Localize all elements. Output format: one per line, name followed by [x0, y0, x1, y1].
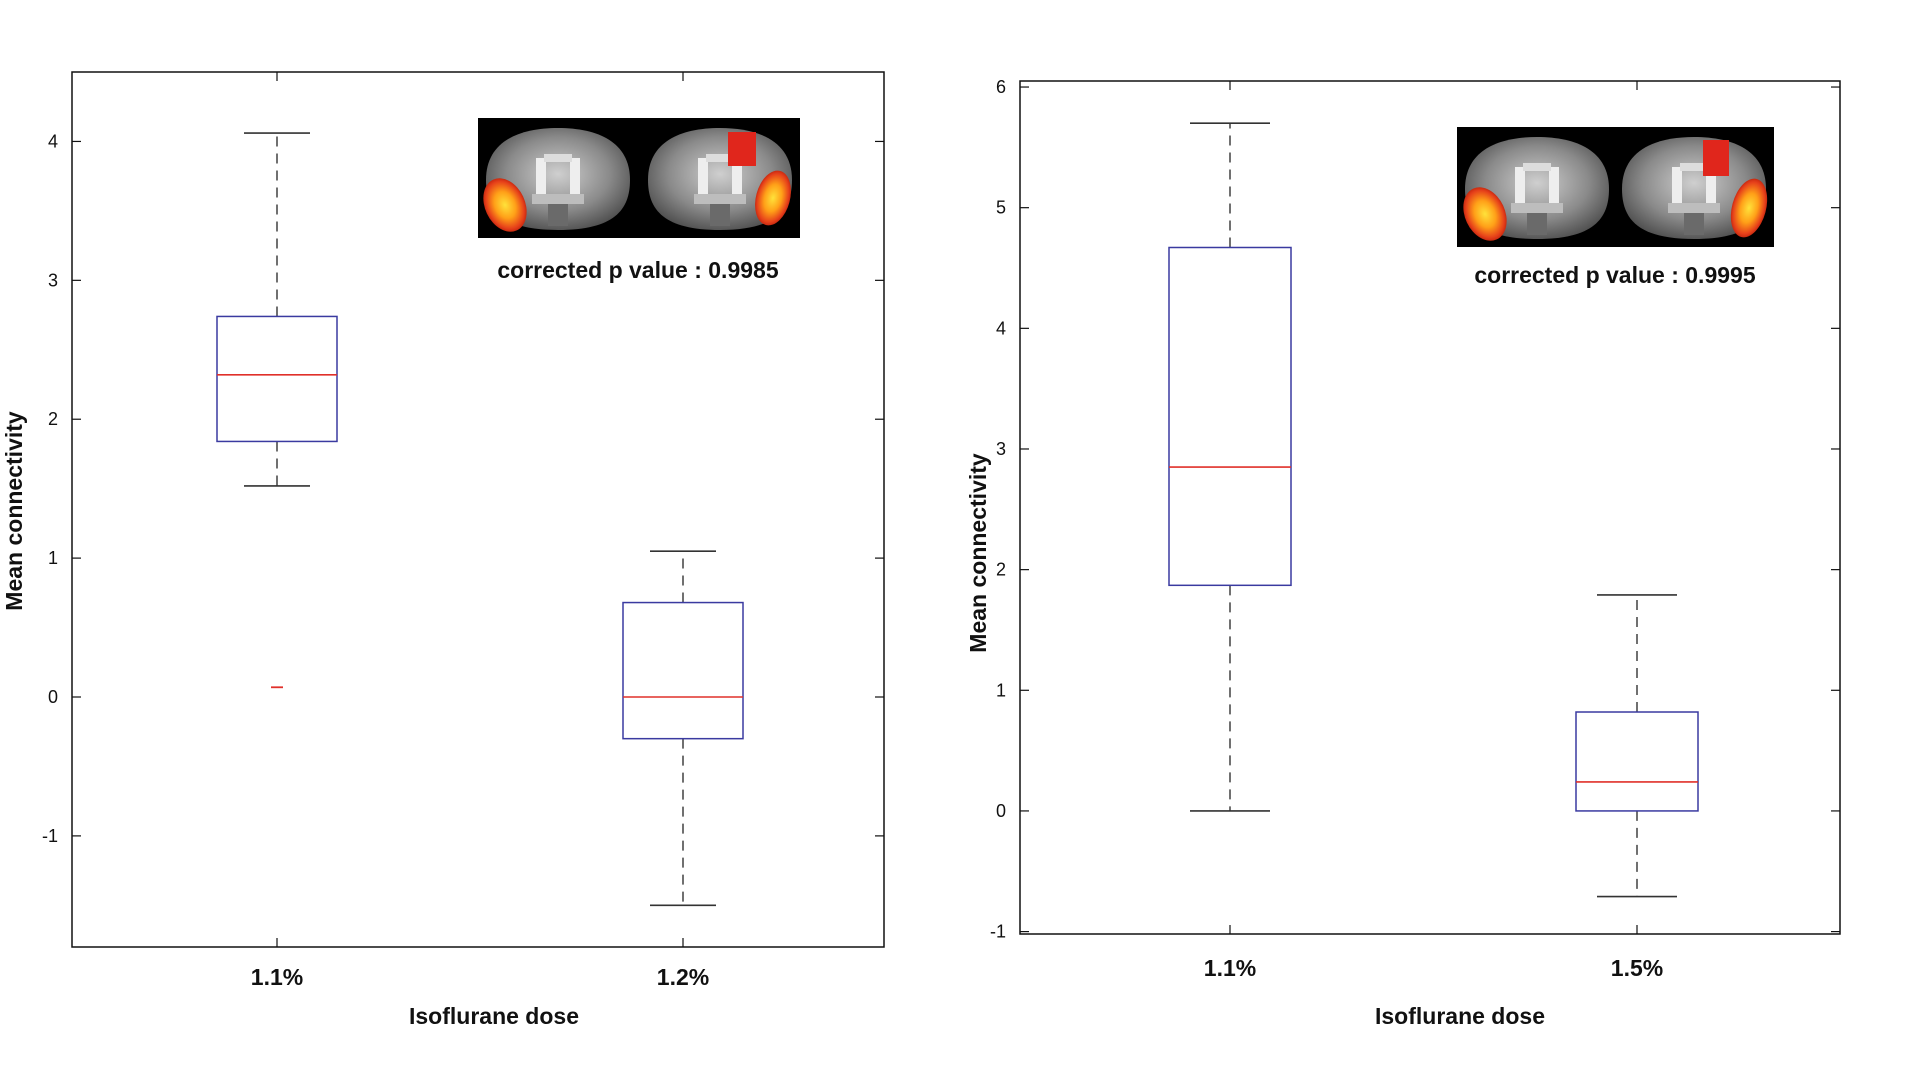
chart-panel-2: corrected p value : 0.9995 -1 0 1 2 3 4 5 6 1.1… [965, 77, 1841, 1029]
plot-frame [71, 71, 885, 948]
y-tick-label: 0 [996, 801, 1006, 821]
y-tick-label: 4 [996, 318, 1006, 338]
activation-blob-icon [483, 178, 527, 232]
seed-region-icon [728, 132, 756, 166]
iqr-box [1168, 246, 1292, 587]
x-axis-title: Isoflurane dose [409, 1003, 579, 1029]
x-axis-title: Isoflurane dose [1375, 1003, 1545, 1029]
x-tick-label: 1.1% [1204, 955, 1256, 981]
y-axis-title: Mean connectivity [1, 411, 27, 611]
p-value-annotation: corrected p value : 0.9995 [1474, 262, 1755, 288]
activation-blob-icon [1730, 178, 1768, 238]
y-tick-label: 2 [996, 560, 1006, 580]
y-tick-label: 0 [48, 687, 58, 707]
y-tick-label: 5 [996, 198, 1006, 218]
box-group [216, 132, 338, 689]
activation-blob-icon [1463, 187, 1507, 241]
y-tick-label: 3 [48, 270, 58, 290]
x-tick-label: 1.1% [251, 964, 303, 990]
y-tick-label: -1 [42, 826, 58, 846]
iqr-box [216, 315, 338, 443]
y-tick-label: 1 [996, 680, 1006, 700]
box-group [1575, 594, 1699, 898]
x-tick-label: 1.2% [657, 964, 709, 990]
iqr-box [1575, 711, 1699, 812]
activation-blob-icon [755, 170, 791, 226]
x-tick-label: 1.5% [1611, 955, 1663, 981]
y-tick-label: -1 [990, 922, 1006, 942]
box-group [1168, 122, 1292, 812]
y-tick-label: 6 [996, 77, 1006, 97]
y-tick-label: 2 [48, 409, 58, 429]
box-group [622, 550, 744, 907]
p-value-annotation: corrected p value : 0.9985 [497, 257, 778, 283]
inset-brain-images-2 [1457, 127, 1774, 247]
y-axis-title: Mean connectivity [965, 453, 991, 653]
plot-frame [1019, 80, 1841, 935]
inset-brain-images-1 [478, 118, 800, 238]
seed-region-icon [1703, 140, 1729, 176]
iqr-box [622, 601, 744, 740]
y-tick-label: 1 [48, 548, 58, 568]
y-tick-label: 4 [48, 131, 58, 151]
y-tick-label: 3 [996, 439, 1006, 459]
